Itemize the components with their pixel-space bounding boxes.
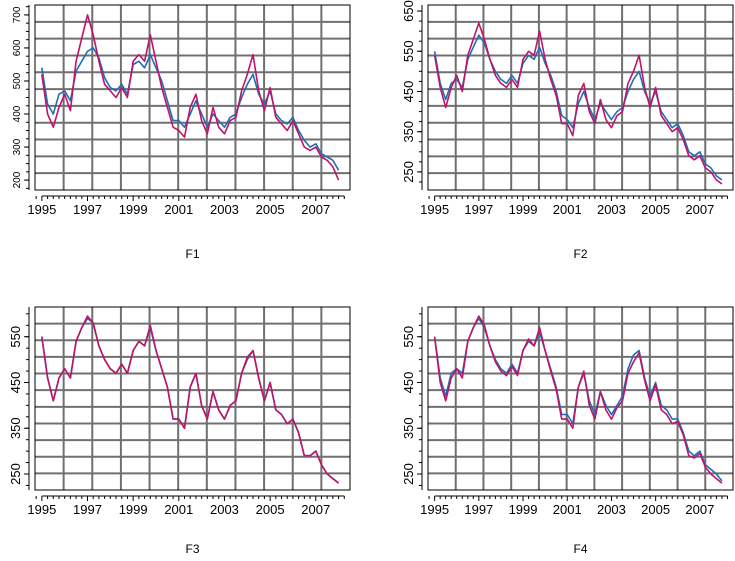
- series-line-2: [433, 22, 723, 185]
- y-tick-label: 600: [12, 39, 23, 56]
- y-tick-label: 450: [8, 372, 23, 394]
- y-tick-label: 550: [8, 326, 23, 348]
- y-tick-label: 700: [12, 6, 23, 23]
- panel-label: F1: [185, 247, 199, 261]
- x-tick-label: 1997: [464, 502, 493, 517]
- y-tick-label: 250: [401, 161, 416, 183]
- y-tick-label: 550: [401, 40, 416, 62]
- x-tick-label: 1995: [27, 202, 56, 217]
- x-tick-label: 1997: [73, 502, 102, 517]
- chart-F1: 1995 1997 1999 2001 2003 2005 2007 200 300 400 500…: [12, 4, 351, 261]
- y-tick-label: 300: [12, 138, 23, 155]
- x-tick-label: 2005: [256, 202, 285, 217]
- panel-label: F4: [573, 542, 587, 556]
- plot-frame: [427, 4, 734, 191]
- y-tick-label: 650: [401, 0, 416, 22]
- x-tick-label: 1999: [509, 202, 538, 217]
- y-tick-label: 250: [8, 463, 23, 485]
- y-tick-label: 350: [401, 417, 416, 439]
- y-tick-label: 250: [401, 463, 416, 485]
- y-tick-label: 200: [12, 171, 23, 188]
- x-tick-label: 2003: [597, 502, 626, 517]
- panel-label: F3: [185, 542, 199, 556]
- x-tick-label: 2001: [164, 502, 193, 517]
- x-tick-label: 2005: [256, 502, 285, 517]
- chart-F3: 1995 1997 1999 2001 2003 2005 2007 250 350 450 550…: [8, 306, 351, 556]
- panel-label: F2: [573, 247, 587, 261]
- series-line-2: [433, 315, 723, 484]
- y-tick-label: 350: [8, 417, 23, 439]
- x-tick-label: 1997: [464, 202, 493, 217]
- plot-frame: [427, 306, 734, 491]
- plot-frame: [34, 4, 351, 191]
- x-tick-label: 2005: [641, 502, 670, 517]
- series-line-1: [41, 47, 340, 171]
- x-tick-label: 2003: [210, 502, 239, 517]
- x-tick-label: 2007: [301, 502, 330, 517]
- x-tick-label: 2001: [553, 202, 582, 217]
- x-tick-label: 1999: [119, 502, 148, 517]
- y-tick-label: 550: [401, 326, 416, 348]
- plot-frame: [34, 306, 351, 491]
- x-tick-label: 1999: [509, 502, 538, 517]
- x-tick-label: 1999: [119, 202, 148, 217]
- y-tick-label: 450: [401, 372, 416, 394]
- x-tick-label: 1995: [420, 202, 449, 217]
- x-tick-label: 1995: [420, 502, 449, 517]
- x-tick-label: 2001: [164, 202, 193, 217]
- x-tick-label: 2003: [210, 202, 239, 217]
- y-tick-label: 350: [401, 121, 416, 143]
- y-tick-label: 500: [12, 72, 23, 89]
- x-tick-label: 2007: [301, 202, 330, 217]
- series-line-2: [41, 315, 340, 484]
- y-tick-label: 450: [401, 81, 416, 103]
- series-line-1: [433, 34, 723, 181]
- series-line-1: [41, 317, 340, 484]
- x-tick-label: 2007: [685, 502, 714, 517]
- x-tick-label: 1997: [73, 202, 102, 217]
- x-tick-label: 2005: [641, 202, 670, 217]
- x-tick-label: 2001: [553, 502, 582, 517]
- x-tick-label: 2003: [597, 202, 626, 217]
- chart-F2: 1995 1997 1999 2001 2003 2005 2007 250 350 450 550…: [401, 0, 734, 261]
- chart-F4: 1995 1997 1999 2001 2003 2005 2007 250 350 450 550…: [401, 306, 734, 556]
- x-tick-label: 2007: [685, 202, 714, 217]
- x-tick-label: 1995: [27, 502, 56, 517]
- series-line-2: [41, 14, 340, 181]
- y-tick-label: 400: [12, 105, 23, 122]
